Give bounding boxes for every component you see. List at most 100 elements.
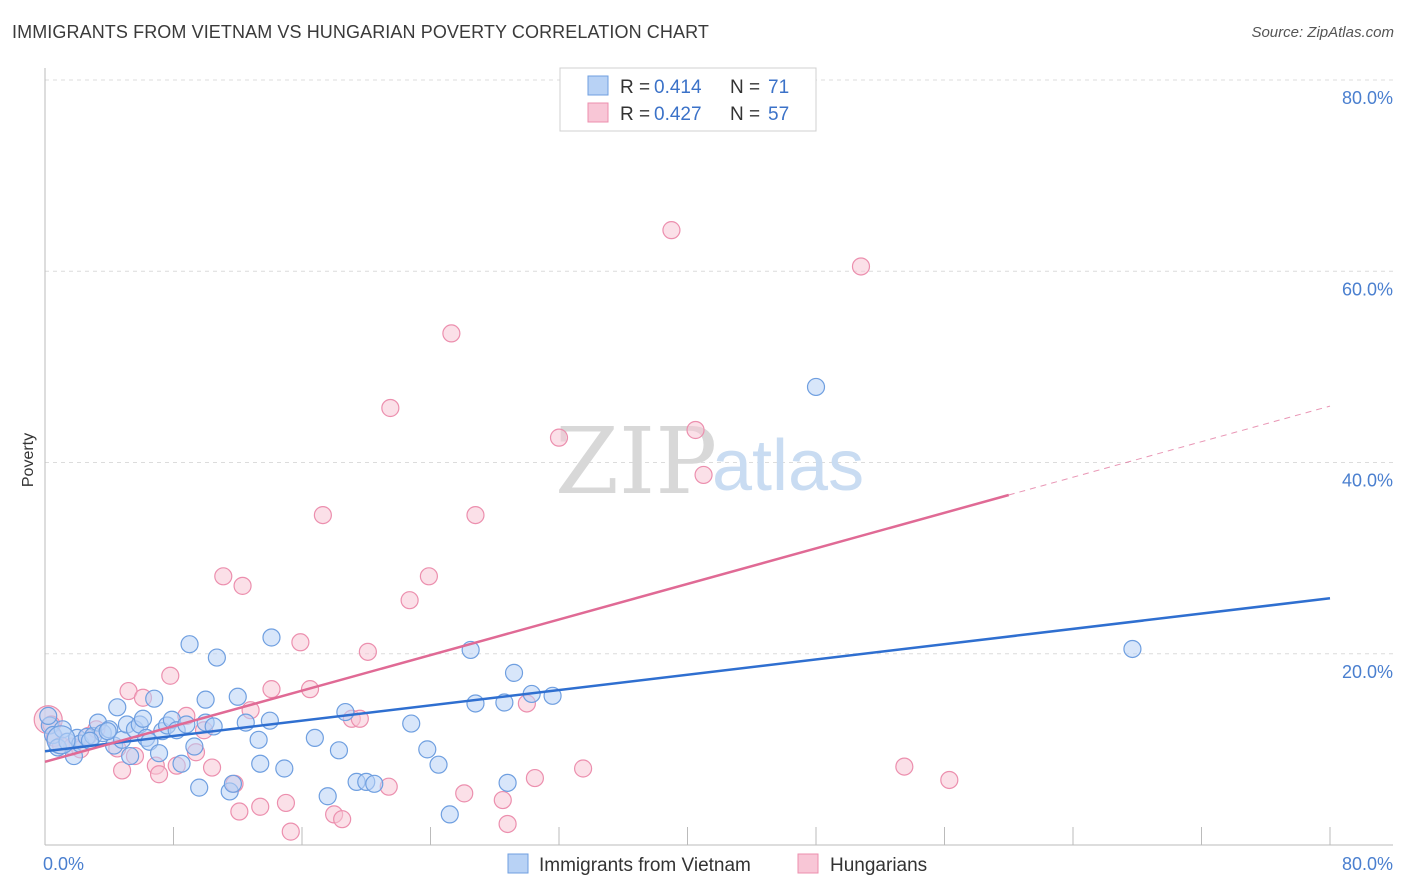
point-hungarians: [549, 428, 569, 447]
x-tick-label-max: 80.0%: [1342, 854, 1393, 874]
point-vietnam: [329, 741, 349, 760]
point-vietnam: [172, 754, 191, 773]
point-hungarians: [940, 770, 959, 790]
point-hungarians: [498, 814, 517, 834]
series-label-vietnam: Immigrants from Vietnam: [539, 855, 751, 876]
point-hungarians: [662, 221, 681, 240]
point-hungarians: [233, 576, 252, 595]
point-hungarians: [214, 567, 233, 586]
point-vietnam: [251, 754, 270, 773]
point-hungarians: [112, 761, 132, 780]
legend-n-value-hungarians: 57: [768, 104, 789, 125]
legend-n-label-hungarians: N =: [730, 104, 760, 125]
point-vietnam: [39, 706, 58, 726]
legend-swatch-vietnam: [587, 75, 609, 96]
point-hungarians: [161, 666, 180, 685]
point-vietnam: [185, 737, 204, 756]
legend-swatch-hungarians: [587, 102, 609, 123]
point-vietnam: [228, 687, 247, 706]
point-vietnam: [336, 702, 355, 722]
point-vietnam: [402, 714, 421, 733]
point-vietnam: [318, 787, 337, 806]
point-vietnam: [223, 774, 243, 793]
point-vietnam: [180, 635, 199, 654]
point-hungarians: [400, 591, 419, 610]
point-vietnam: [133, 709, 153, 728]
x-tick-label-min: 0.0%: [43, 854, 84, 874]
point-vietnam: [429, 755, 448, 774]
point-vietnam: [196, 690, 215, 709]
series-label-hungarians: Hungarians: [830, 855, 927, 876]
point-hungarians: [313, 505, 332, 525]
point-vietnam: [365, 774, 384, 793]
watermark-atlas: atlas: [712, 426, 864, 506]
point-vietnam: [262, 628, 281, 647]
grid-lines: [45, 79, 1393, 655]
point-hungarians: [419, 567, 438, 586]
series-swatch-hungarians: [797, 853, 819, 874]
point-vietnam: [806, 377, 826, 397]
point-hungarians: [251, 797, 270, 816]
point-vietnam: [145, 689, 164, 708]
legend-r-value-vietnam: 0.414: [654, 77, 702, 98]
legend-n-label-vietnam: N =: [730, 77, 760, 98]
point-vietnam: [305, 728, 324, 748]
legend-r-label-vietnam: R =: [620, 77, 650, 98]
point-vietnam: [108, 698, 127, 717]
point-hungarians: [276, 793, 296, 813]
point-vietnam: [207, 648, 226, 667]
y-tick-labels: 20.0% 40.0% 60.0% 80.0%: [1342, 88, 1393, 682]
trend-line-hungarians: [44, 493, 1010, 764]
y-tick-label: 60.0%: [1342, 279, 1393, 299]
trend-lines: [44, 405, 1331, 764]
point-vietnam: [190, 778, 209, 797]
point-hungarians: [694, 465, 713, 485]
point-vietnam: [1123, 639, 1142, 659]
point-hungarians: [686, 420, 705, 440]
point-vietnam: [498, 773, 517, 792]
point-vietnam: [418, 740, 437, 759]
point-hungarians: [202, 758, 222, 777]
y-tick-label: 80.0%: [1342, 88, 1393, 108]
point-vietnam: [121, 746, 140, 766]
point-vietnam: [504, 663, 524, 682]
point-vietnam: [440, 805, 459, 824]
series-swatch-vietnam: [507, 853, 529, 874]
point-hungarians: [381, 398, 400, 418]
chart-title: IMMIGRANTS FROM VIETNAM VS HUNGARIAN POV…: [12, 22, 709, 42]
series-legend: Immigrants from Vietnam Hungarians: [507, 853, 927, 876]
point-hungarians: [149, 765, 169, 784]
point-hungarians: [333, 810, 352, 829]
source-label: Source: ZipAtlas.com: [1251, 24, 1394, 41]
point-vietnam: [466, 694, 485, 713]
point-hungarians: [493, 790, 512, 810]
stats-legend: R = 0.414 N = 71 R = 0.427 N = 57: [559, 67, 817, 132]
point-vietnam: [98, 722, 117, 741]
point-vietnam: [275, 759, 294, 778]
y-tick-label: 40.0%: [1342, 471, 1393, 491]
trend-line-vietnam: [44, 597, 1331, 753]
point-hungarians: [442, 324, 461, 343]
point-hungarians: [291, 633, 310, 652]
point-hungarians: [358, 642, 377, 661]
point-hungarians: [466, 505, 485, 525]
point-hungarians: [281, 822, 300, 841]
point-hungarians: [525, 768, 545, 788]
point-hungarians: [455, 784, 474, 803]
point-vietnam: [249, 730, 268, 749]
point-hungarians: [851, 257, 871, 276]
legend-n-value-vietnam: 71: [768, 77, 789, 98]
y-axis-label: Poverty: [20, 433, 37, 487]
data-points: [33, 221, 1142, 841]
legend-r-label-hungarians: R =: [620, 104, 650, 125]
point-hungarians: [230, 802, 249, 821]
legend-r-value-hungarians: 0.427: [654, 104, 702, 125]
point-vietnam: [149, 744, 169, 763]
point-vietnam: [260, 711, 279, 730]
point-hungarians: [895, 757, 914, 776]
point-hungarians: [573, 759, 593, 778]
y-tick-label: 20.0%: [1342, 662, 1393, 682]
watermark: ZIP atlas: [555, 408, 864, 515]
point-vietnam: [46, 725, 76, 755]
